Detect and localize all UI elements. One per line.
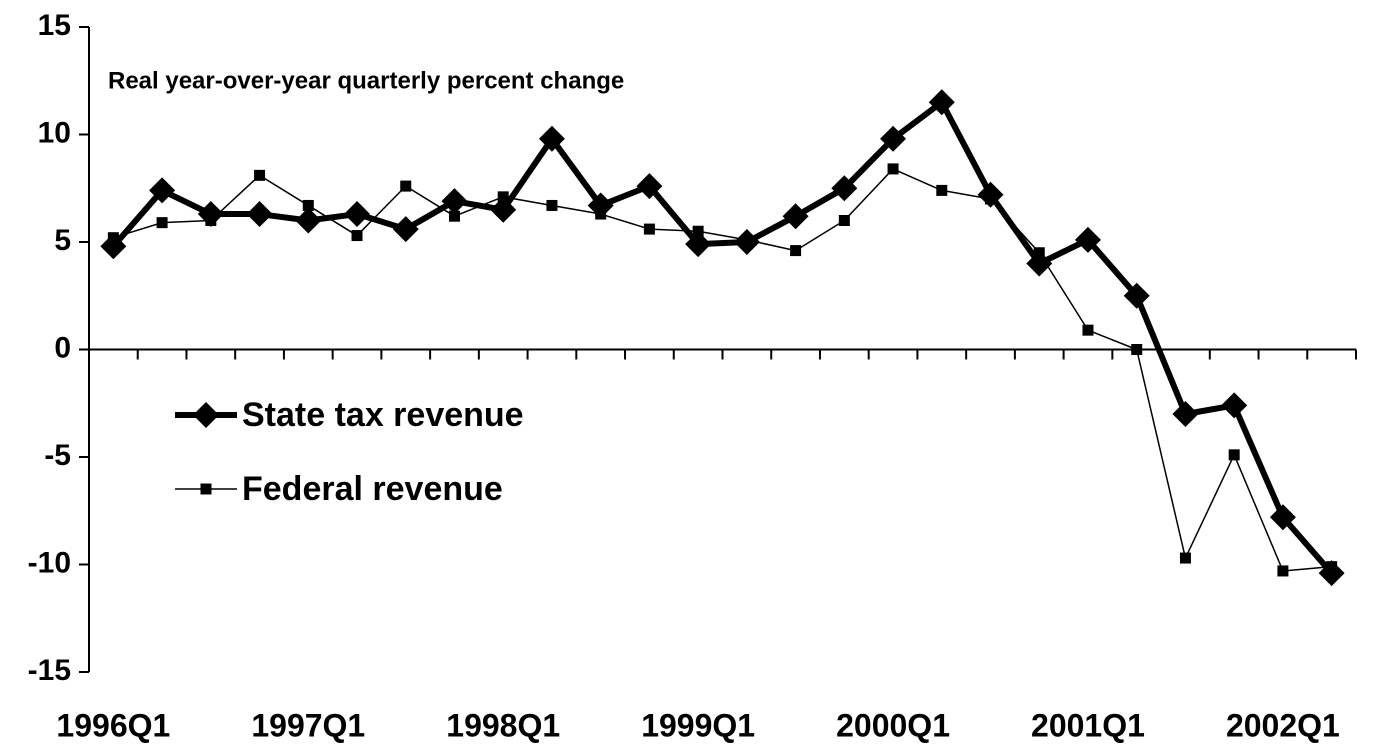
x-tick-label: 1997Q1 xyxy=(251,707,365,743)
point xyxy=(1228,449,1240,461)
y-tick-label: 15 xyxy=(38,9,71,42)
point xyxy=(880,125,907,152)
point xyxy=(1131,344,1143,355)
point xyxy=(149,177,176,204)
point xyxy=(1221,392,1248,419)
point xyxy=(936,184,948,196)
point xyxy=(1326,561,1338,573)
point xyxy=(1123,282,1150,309)
point xyxy=(790,245,802,257)
point xyxy=(985,193,997,205)
point xyxy=(246,201,273,228)
point xyxy=(741,234,753,246)
point xyxy=(1082,324,1094,336)
x-tick-label: 1998Q1 xyxy=(446,707,560,743)
point xyxy=(636,173,663,200)
legend-marker xyxy=(193,402,219,428)
x-tick-label: 2000Q1 xyxy=(836,707,950,743)
point xyxy=(831,175,858,202)
point xyxy=(1269,504,1296,531)
point xyxy=(156,217,168,229)
point xyxy=(887,163,899,175)
point xyxy=(538,125,565,152)
annotation: Real year-over-year quarterly percent ch… xyxy=(108,67,624,94)
point xyxy=(1033,247,1045,259)
point xyxy=(392,216,419,243)
point xyxy=(100,233,127,260)
legend-label: Federal revenue xyxy=(242,470,503,508)
point xyxy=(587,192,614,219)
point xyxy=(782,203,809,230)
point xyxy=(1074,226,1101,253)
legend-label: State tax revenue xyxy=(242,396,524,434)
legend-marker xyxy=(200,483,212,495)
point xyxy=(1026,250,1053,277)
x-tick-label: 2002Q1 xyxy=(1226,707,1340,743)
point xyxy=(351,230,363,242)
y-tick-label: 0 xyxy=(54,331,71,364)
point xyxy=(928,89,955,116)
series-line xyxy=(113,168,1332,572)
point xyxy=(302,199,314,211)
point xyxy=(692,225,704,237)
point xyxy=(441,188,468,215)
point xyxy=(1179,552,1191,564)
point xyxy=(1277,565,1289,577)
point xyxy=(448,210,460,222)
point xyxy=(205,215,217,226)
x-tick-label: 2001Q1 xyxy=(1031,707,1145,743)
y-tick-label: -10 xyxy=(28,546,71,579)
x-tick-label: 1999Q1 xyxy=(641,707,755,743)
point xyxy=(254,169,266,181)
y-tick-label: 5 xyxy=(54,224,71,257)
point xyxy=(1172,401,1199,427)
y-tick-label: -5 xyxy=(44,439,71,472)
point xyxy=(107,232,119,244)
point xyxy=(546,199,558,211)
point xyxy=(490,196,517,223)
point xyxy=(344,201,371,228)
point xyxy=(595,208,607,220)
point xyxy=(295,207,322,234)
point xyxy=(497,191,509,203)
y-tick-label: 10 xyxy=(38,116,71,149)
point xyxy=(400,180,412,192)
point xyxy=(685,231,712,258)
y-tick-label: -15 xyxy=(28,654,71,687)
point xyxy=(643,223,655,235)
point xyxy=(838,215,850,226)
x-tick-label: 1996Q1 xyxy=(56,707,170,743)
